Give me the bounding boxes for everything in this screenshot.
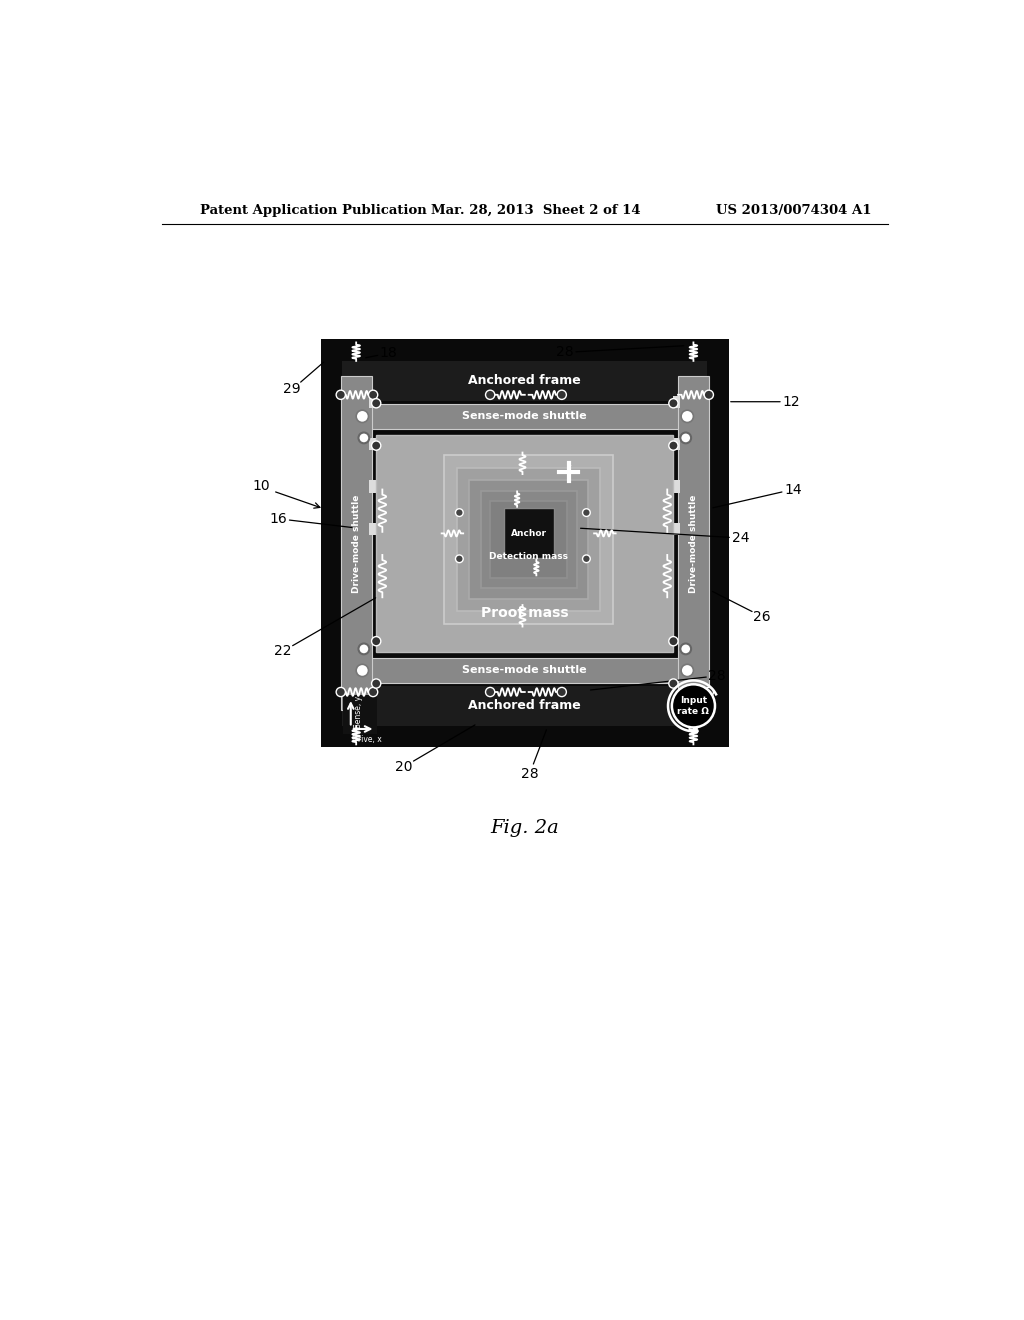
Circle shape [372,441,381,450]
Bar [480,491,577,587]
Circle shape [669,399,678,408]
Circle shape [705,391,714,400]
Text: Anchor: Anchor [511,529,547,537]
Circle shape [372,636,381,645]
Text: Drive, x: Drive, x [352,735,382,744]
Text: 20: 20 [395,760,413,774]
Text: 10: 10 [253,479,270,492]
Text: Sense-mode shuttle: Sense-mode shuttle [463,412,587,421]
Circle shape [583,554,590,562]
Circle shape [369,391,378,400]
Text: 29: 29 [284,383,301,396]
Text: Fig. 2a: Fig. 2a [490,820,559,837]
Circle shape [681,664,693,677]
Circle shape [336,391,345,400]
Text: 16: 16 [269,512,288,525]
Circle shape [557,688,566,697]
Text: Sense-mode shuttle: Sense-mode shuttle [463,665,587,676]
Bar [376,434,674,652]
Circle shape [485,391,495,400]
Circle shape [705,688,714,697]
Circle shape [669,678,678,688]
Circle shape [456,554,463,562]
Circle shape [358,644,370,655]
Circle shape [672,684,715,727]
Bar [370,438,377,450]
Text: Drive-mode shuttle: Drive-mode shuttle [351,494,360,593]
Text: Mar. 28, 2013  Sheet 2 of 14: Mar. 28, 2013 Sheet 2 of 14 [431,205,640,218]
Text: 24: 24 [732,531,750,545]
Text: 22: 22 [274,644,292,659]
Bar [370,480,377,492]
Bar [356,404,693,429]
Text: Anchored frame: Anchored frame [468,375,582,388]
Bar [678,376,709,710]
Circle shape [336,688,345,697]
Bar [444,455,613,624]
Circle shape [557,391,566,400]
Bar [342,360,708,401]
Text: Drive-mode shuttle: Drive-mode shuttle [689,494,698,593]
Bar [342,686,708,726]
Text: Patent Application Publication: Patent Application Publication [200,205,427,218]
Text: 14: 14 [784,483,802,496]
Bar [458,469,600,611]
Circle shape [680,644,691,655]
Text: 26: 26 [753,610,771,623]
Circle shape [356,411,369,422]
Text: 28: 28 [556,346,573,359]
Circle shape [372,678,381,688]
Bar [673,480,680,492]
Text: Anchored frame: Anchored frame [468,700,582,713]
Circle shape [358,433,370,444]
Text: US 2013/0074304 A1: US 2013/0074304 A1 [716,205,871,218]
Text: 28: 28 [709,669,726,682]
Bar [673,396,680,408]
Circle shape [456,508,463,516]
Bar [343,696,377,734]
Text: Proof mass: Proof mass [481,606,568,620]
Text: Input
rate Ω: Input rate Ω [678,696,710,715]
Circle shape [485,688,495,697]
Circle shape [583,508,590,516]
Bar [341,376,372,710]
Bar [321,339,729,747]
Circle shape [369,688,378,697]
Bar [504,508,554,558]
Circle shape [680,433,691,444]
Bar [673,523,680,535]
Bar [673,438,680,450]
Circle shape [372,399,381,408]
Circle shape [669,441,678,450]
Text: Detection mass: Detection mass [489,552,568,561]
Text: 18: 18 [380,346,397,360]
Text: Sense, y: Sense, y [354,696,362,729]
Circle shape [356,664,369,677]
Bar [469,480,589,599]
Circle shape [669,636,678,645]
Text: 12: 12 [782,395,800,409]
Bar [356,659,693,682]
Circle shape [681,411,693,422]
Bar [370,396,377,408]
Text: 28: 28 [520,767,539,781]
Bar [370,523,377,535]
Bar [490,502,567,578]
